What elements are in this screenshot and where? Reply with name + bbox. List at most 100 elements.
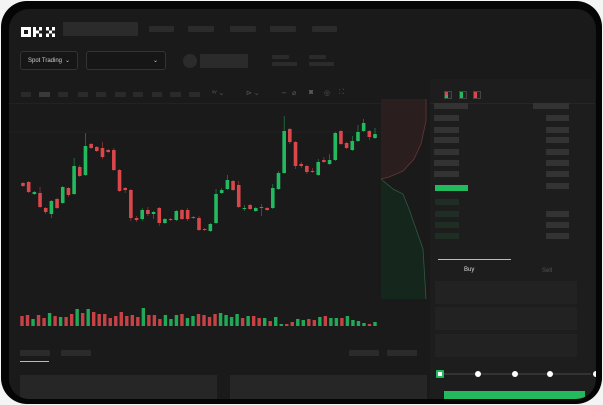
bid-price — [435, 211, 459, 217]
bid-price — [435, 233, 459, 239]
okx-logo[interactable] — [21, 24, 58, 37]
total-input[interactable] — [435, 334, 577, 357]
candle-body — [219, 190, 224, 193]
candle-body — [276, 173, 281, 189]
stat-value — [309, 62, 334, 66]
tab-buy[interactable]: Buy — [464, 267, 475, 273]
candle-body — [106, 150, 110, 152]
volume-bar — [312, 320, 317, 326]
volume-bar — [373, 322, 377, 326]
timeframe-button[interactable] — [78, 92, 88, 97]
volume-bar — [345, 316, 350, 326]
indicator-icon[interactable]: ᵛᵛ ⌄ — [212, 90, 225, 97]
orderbook-view-bids-icon[interactable] — [459, 91, 467, 99]
volume-bar — [36, 315, 41, 326]
filter-button[interactable] — [387, 350, 417, 356]
slider-mark-25[interactable] — [475, 371, 481, 377]
nav-item[interactable] — [188, 26, 214, 32]
candle-body — [225, 180, 230, 189]
candle-body — [350, 141, 355, 150]
timeframe-button[interactable] — [21, 92, 31, 97]
volume-bar — [20, 316, 24, 326]
timeframe-button[interactable] — [189, 92, 200, 97]
ask-price — [434, 171, 459, 177]
timeframe-button[interactable] — [115, 92, 126, 97]
price-input[interactable] — [435, 281, 577, 304]
pair-dropdown[interactable]: ⌄ — [86, 51, 166, 70]
bid-amount — [546, 233, 569, 239]
slider-mark-100[interactable] — [593, 371, 596, 377]
drawing-icon[interactable]: ⊳ ⌄ — [246, 90, 260, 97]
app-screen: Spot Trading ⌄ ⌄ ᵛᵛ ⌄ ⊳ ⌄ ∼ ⌀ ◙ ◎ ⛶ Buy — [9, 9, 596, 399]
tab-buy-underline — [438, 259, 511, 260]
volume-bar — [196, 314, 201, 326]
volume-bar — [53, 316, 57, 326]
ask-price — [434, 160, 459, 166]
candle-body — [100, 148, 105, 157]
amount-input[interactable] — [435, 307, 577, 330]
orderbook-view-asks-icon[interactable] — [473, 91, 481, 99]
camera-icon[interactable]: ◙ — [309, 89, 314, 96]
candle-body — [367, 131, 372, 137]
filter-button[interactable] — [349, 350, 379, 356]
line-icon[interactable]: ∼ — [281, 90, 287, 97]
candle-body — [151, 212, 156, 214]
candlestick-chart[interactable] — [9, 9, 429, 339]
timeframe-button[interactable] — [39, 92, 50, 97]
nav-item[interactable] — [270, 26, 296, 32]
nav-item[interactable] — [312, 26, 337, 32]
tab-order-history[interactable] — [61, 350, 91, 356]
candle-body — [271, 188, 275, 208]
slider-mark-50[interactable] — [512, 371, 518, 377]
ask-amount — [546, 160, 569, 166]
volume-bar — [163, 315, 168, 326]
settings-icon[interactable]: ◎ — [324, 90, 331, 97]
volume-bar — [262, 318, 267, 326]
buy-button[interactable] — [444, 391, 585, 399]
volume-bar — [257, 318, 261, 326]
orderbook-view-both-icon[interactable] — [444, 91, 452, 99]
volume-bar — [86, 309, 90, 326]
candle-body — [191, 217, 196, 218]
tab-sell[interactable]: Sell — [542, 268, 553, 274]
volume-bar — [224, 315, 228, 326]
volume-bar — [97, 314, 101, 326]
fullscreen-icon[interactable]: ⛶ — [339, 89, 344, 96]
candle-body — [253, 208, 258, 211]
spot-trading-dropdown[interactable]: Spot Trading ⌄ — [20, 51, 78, 70]
volume-bar — [58, 317, 63, 326]
timeframe-button[interactable] — [152, 92, 162, 97]
tab-open-orders[interactable] — [20, 350, 50, 356]
candle-body — [32, 192, 37, 194]
timeframe-button[interactable] — [96, 92, 106, 97]
nav-item[interactable] — [230, 26, 256, 32]
candle-body — [163, 219, 167, 223]
bid-price — [435, 199, 459, 205]
volume-bar — [174, 315, 179, 326]
volume-bar — [207, 317, 212, 326]
volume-bar — [92, 312, 96, 326]
candle-body — [248, 205, 252, 209]
candle-body — [282, 131, 286, 173]
volume-bar — [80, 313, 85, 326]
ruler-icon[interactable]: ⌀ — [292, 90, 297, 97]
candle-body — [38, 193, 42, 207]
timeframe-button[interactable] — [170, 92, 181, 97]
amount-slider-handle[interactable] — [436, 370, 444, 378]
ask-price — [434, 137, 459, 143]
toolbar-divider — [9, 103, 427, 104]
slider-mark-75[interactable] — [547, 371, 553, 377]
nav-item[interactable] — [149, 26, 174, 32]
bid-price — [435, 222, 459, 228]
volume-bar — [279, 324, 283, 326]
timeframe-button[interactable] — [58, 92, 68, 97]
candle-body — [26, 182, 31, 192]
volume-bar — [114, 316, 118, 326]
search-bar[interactable] — [63, 22, 138, 36]
volume-bar — [158, 319, 162, 326]
volume-bar — [329, 318, 333, 326]
timeframe-button[interactable] — [133, 92, 143, 97]
volume-bar — [25, 315, 30, 326]
candle-body — [134, 218, 139, 220]
